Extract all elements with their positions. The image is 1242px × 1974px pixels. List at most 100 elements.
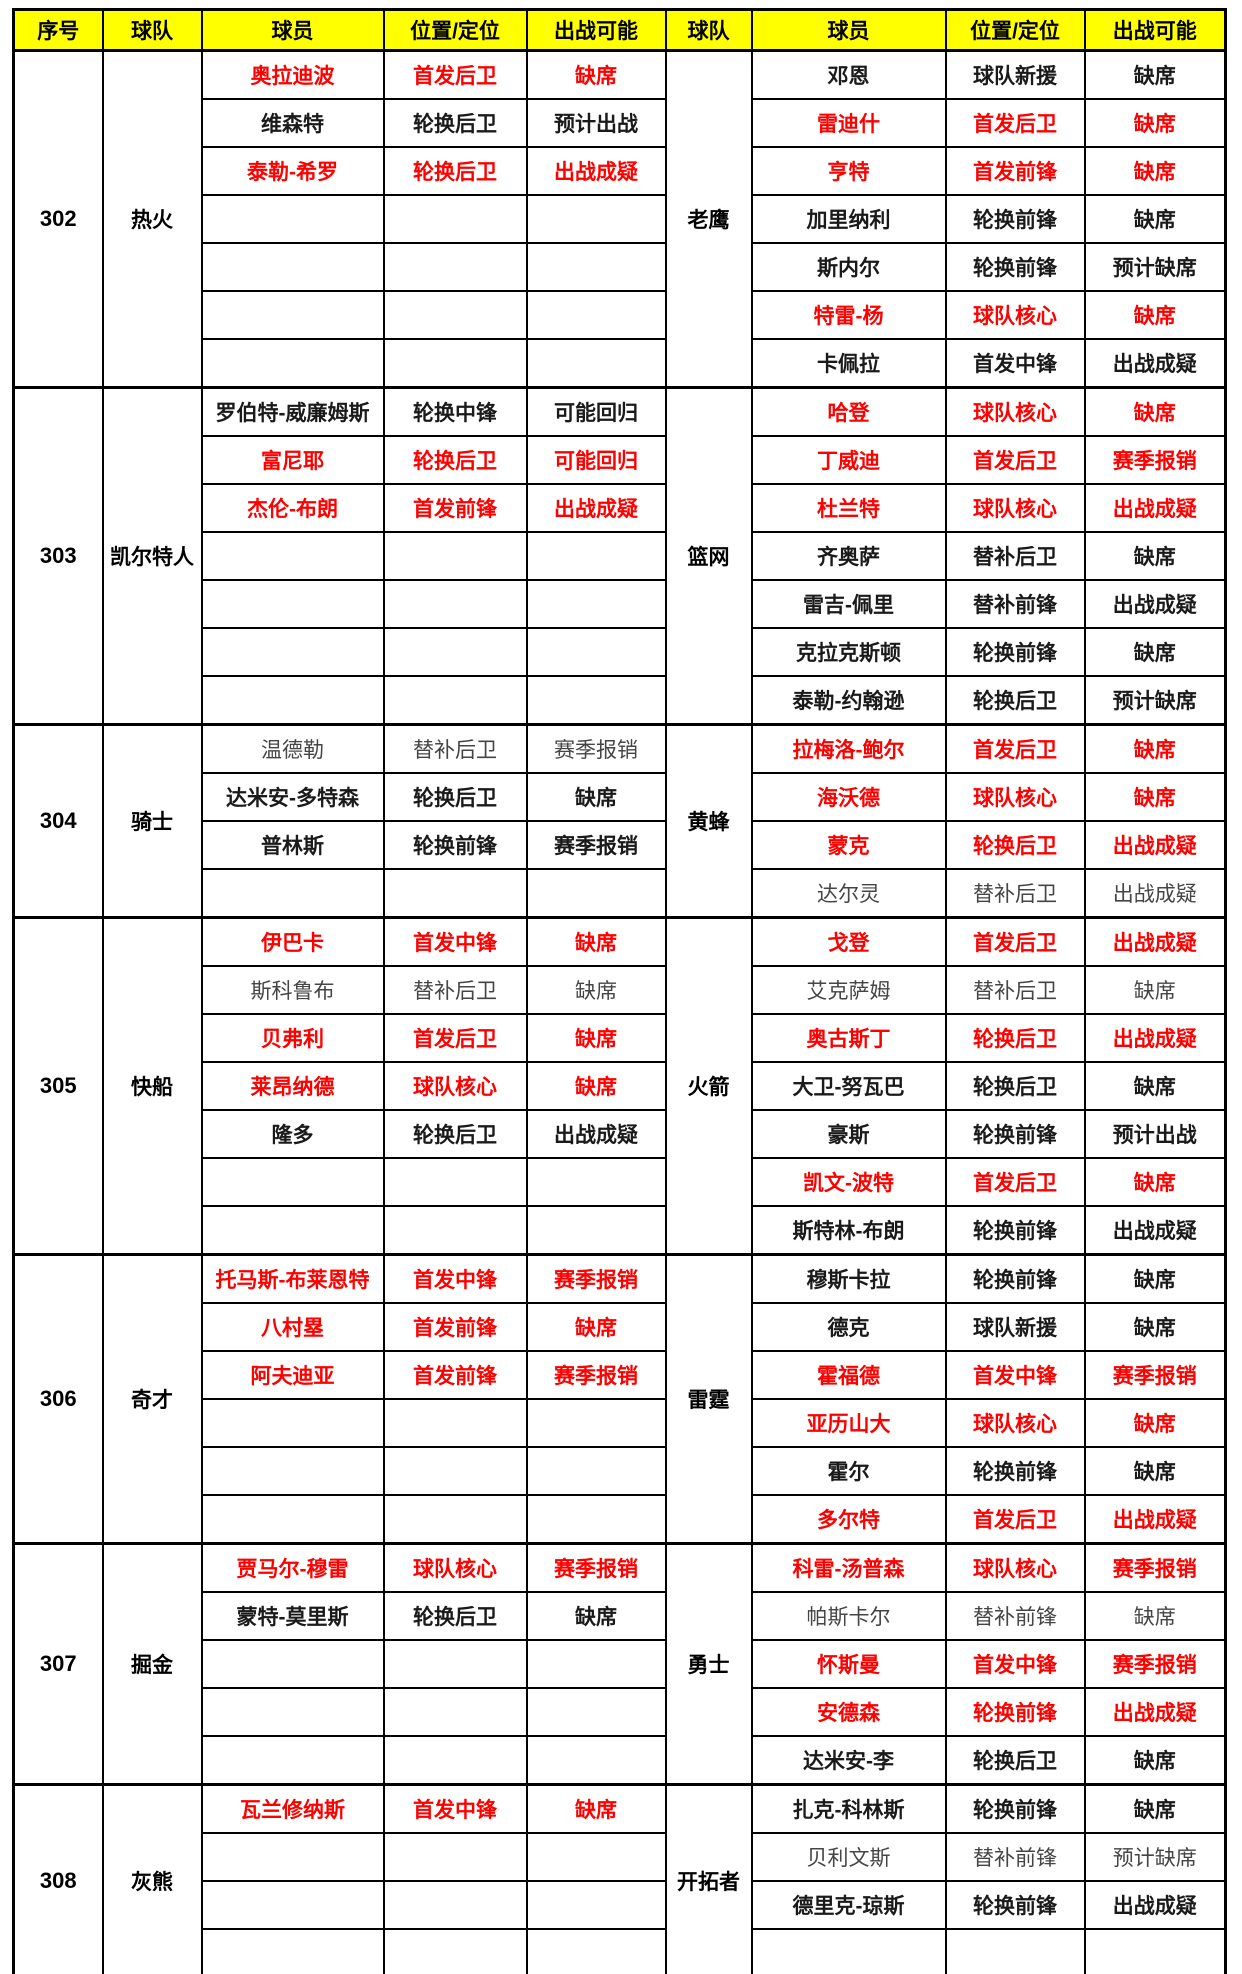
position-cell: 替补前锋	[944, 1832, 1086, 1882]
player-cell: 雷迪什	[750, 98, 947, 148]
player-cell: 戈登	[750, 916, 947, 967]
status-cell: 缺席	[1083, 290, 1227, 340]
status-cell: 缺席	[525, 1061, 667, 1111]
position-cell: 替补后卫	[944, 965, 1086, 1015]
status-cell	[525, 579, 667, 629]
player-cell	[200, 1639, 385, 1689]
position-cell: 替补后卫	[944, 868, 1086, 919]
status-cell: 缺席	[1083, 1302, 1227, 1352]
status-cell: 缺席	[525, 772, 667, 822]
table-row: 特雷-杨 球队核心 缺席	[14, 290, 1227, 340]
position-cell: 轮换前锋	[944, 1880, 1086, 1930]
table-row: 307 掘金 贾马尔-穆雷 球队核心 赛季报销 勇士 科雷-汤普森 球队核心 赛季报销	[12, 1542, 1227, 1786]
position-cell: 轮换后卫	[944, 1735, 1086, 1786]
status-cell: 缺席	[1083, 772, 1227, 822]
position-cell: 球队核心	[944, 1398, 1086, 1448]
position-cell: 首发后卫	[944, 1157, 1086, 1207]
status-cell	[525, 1832, 667, 1882]
status-cell	[525, 1205, 667, 1256]
status-cell: 赛季报销	[525, 1253, 667, 1304]
table-row: 卡佩拉 首发中锋 出战成疑	[14, 338, 1227, 389]
player-cell: 瓦兰修纳斯	[200, 1783, 385, 1834]
player-cell	[200, 1735, 385, 1786]
player-cell	[750, 1928, 947, 1974]
player-cell: 霍尔	[750, 1446, 947, 1496]
table-row: 雷吉-佩里 替补前锋 出战成疑	[14, 579, 1227, 629]
position-cell: 替补后卫	[944, 531, 1086, 581]
player-cell	[200, 579, 385, 629]
header-team-left: 球队	[101, 8, 203, 52]
position-cell: 轮换前锋	[944, 242, 1086, 292]
position-cell	[382, 531, 528, 581]
player-cell	[200, 1446, 385, 1496]
status-cell: 缺席	[525, 965, 667, 1015]
player-cell	[200, 868, 385, 919]
player-cell: 雷吉-佩里	[750, 579, 947, 629]
status-cell: 预计缺席	[1083, 242, 1227, 292]
status-cell	[525, 1639, 667, 1689]
position-cell	[382, 1205, 528, 1256]
table-row: 泰勒-希罗 轮换后卫 出战成疑 亨特 首发前锋 缺席	[14, 146, 1227, 196]
team-cell-right: 老鹰	[664, 49, 753, 389]
position-cell: 替补后卫	[382, 723, 528, 774]
status-cell: 缺席	[1083, 49, 1227, 100]
position-cell	[382, 1880, 528, 1930]
status-cell: 可能回归	[525, 386, 667, 437]
serial-cell: 307	[12, 1542, 104, 1786]
table-row: 302 热火 奥拉迪波 首发后卫 缺席 老鹰 邓恩 球队新援 缺席	[12, 49, 1227, 389]
player-cell: 特雷-杨	[750, 290, 947, 340]
table-row: 霍尔 轮换前锋 缺席	[14, 1446, 1227, 1496]
player-cell: 卡佩拉	[750, 338, 947, 389]
status-cell: 缺席	[1083, 723, 1227, 774]
table-row: 贝利文斯 替补前锋 预计缺席	[14, 1832, 1227, 1882]
player-cell: 达米安-多特森	[200, 772, 385, 822]
team-cell-left: 凯尔特人	[101, 386, 203, 726]
player-cell: 拉梅洛-鲍尔	[750, 723, 947, 774]
position-cell	[382, 194, 528, 244]
position-cell: 首发后卫	[944, 435, 1086, 485]
table-row: 亚历山大 球队核心 缺席	[14, 1398, 1227, 1448]
status-cell: 缺席	[1083, 1783, 1227, 1834]
player-cell: 蒙特-莫里斯	[200, 1591, 385, 1641]
table-row: 贝弗利 首发后卫 缺席 奥古斯丁 轮换后卫 出战成疑	[14, 1013, 1227, 1063]
position-cell: 轮换前锋	[944, 1687, 1086, 1737]
status-cell	[525, 1494, 667, 1545]
position-cell: 轮换后卫	[382, 1591, 528, 1641]
table-row: 加里纳利 轮换前锋 缺席	[14, 194, 1227, 244]
player-cell: 齐奥萨	[750, 531, 947, 581]
position-cell: 首发中锋	[382, 1253, 528, 1304]
player-cell: 斯内尔	[750, 242, 947, 292]
team-cell-left: 灰熊	[101, 1783, 203, 1974]
table-row: 斯特林-布朗 轮换前锋 出战成疑	[14, 1205, 1227, 1256]
player-cell: 贝弗利	[200, 1013, 385, 1063]
header-row: 序号 球队 球员 位置/定位 出战可能 球队 球员 位置/定位 出战可能	[12, 8, 1227, 52]
position-cell: 轮换前锋	[944, 1783, 1086, 1834]
position-cell: 球队新援	[944, 1302, 1086, 1352]
table-row: 杰伦-布朗 首发前锋 出战成疑 杜兰特 球队核心 出战成疑	[14, 483, 1227, 533]
status-cell: 缺席	[525, 1013, 667, 1063]
position-cell	[382, 338, 528, 389]
status-cell: 缺席	[1083, 1157, 1227, 1207]
team-cell-left: 奇才	[101, 1253, 203, 1545]
status-cell	[525, 868, 667, 919]
table-row: 蒙特-莫里斯 轮换后卫 缺席 帕斯卡尔 替补前锋 缺席	[14, 1591, 1227, 1641]
player-cell: 伊巴卡	[200, 916, 385, 967]
position-cell: 轮换后卫	[944, 820, 1086, 870]
table-row: 怀斯曼 首发中锋 赛季报销	[14, 1639, 1227, 1689]
status-cell: 缺席	[525, 49, 667, 100]
player-cell: 加里纳利	[750, 194, 947, 244]
status-cell: 赛季报销	[525, 820, 667, 870]
player-cell	[200, 242, 385, 292]
player-cell: 达米安-李	[750, 1735, 947, 1786]
position-cell: 首发后卫	[382, 49, 528, 100]
table-row: 凯文-波特 首发后卫 缺席	[14, 1157, 1227, 1207]
player-cell: 奥拉迪波	[200, 49, 385, 100]
position-cell	[382, 1928, 528, 1974]
player-cell: 帕斯卡尔	[750, 1591, 947, 1641]
team-cell-right: 火箭	[664, 916, 753, 1256]
position-cell	[382, 675, 528, 726]
player-cell: 隆多	[200, 1109, 385, 1159]
player-cell	[200, 1494, 385, 1545]
position-cell: 球队核心	[382, 1061, 528, 1111]
player-cell: 邓恩	[750, 49, 947, 100]
